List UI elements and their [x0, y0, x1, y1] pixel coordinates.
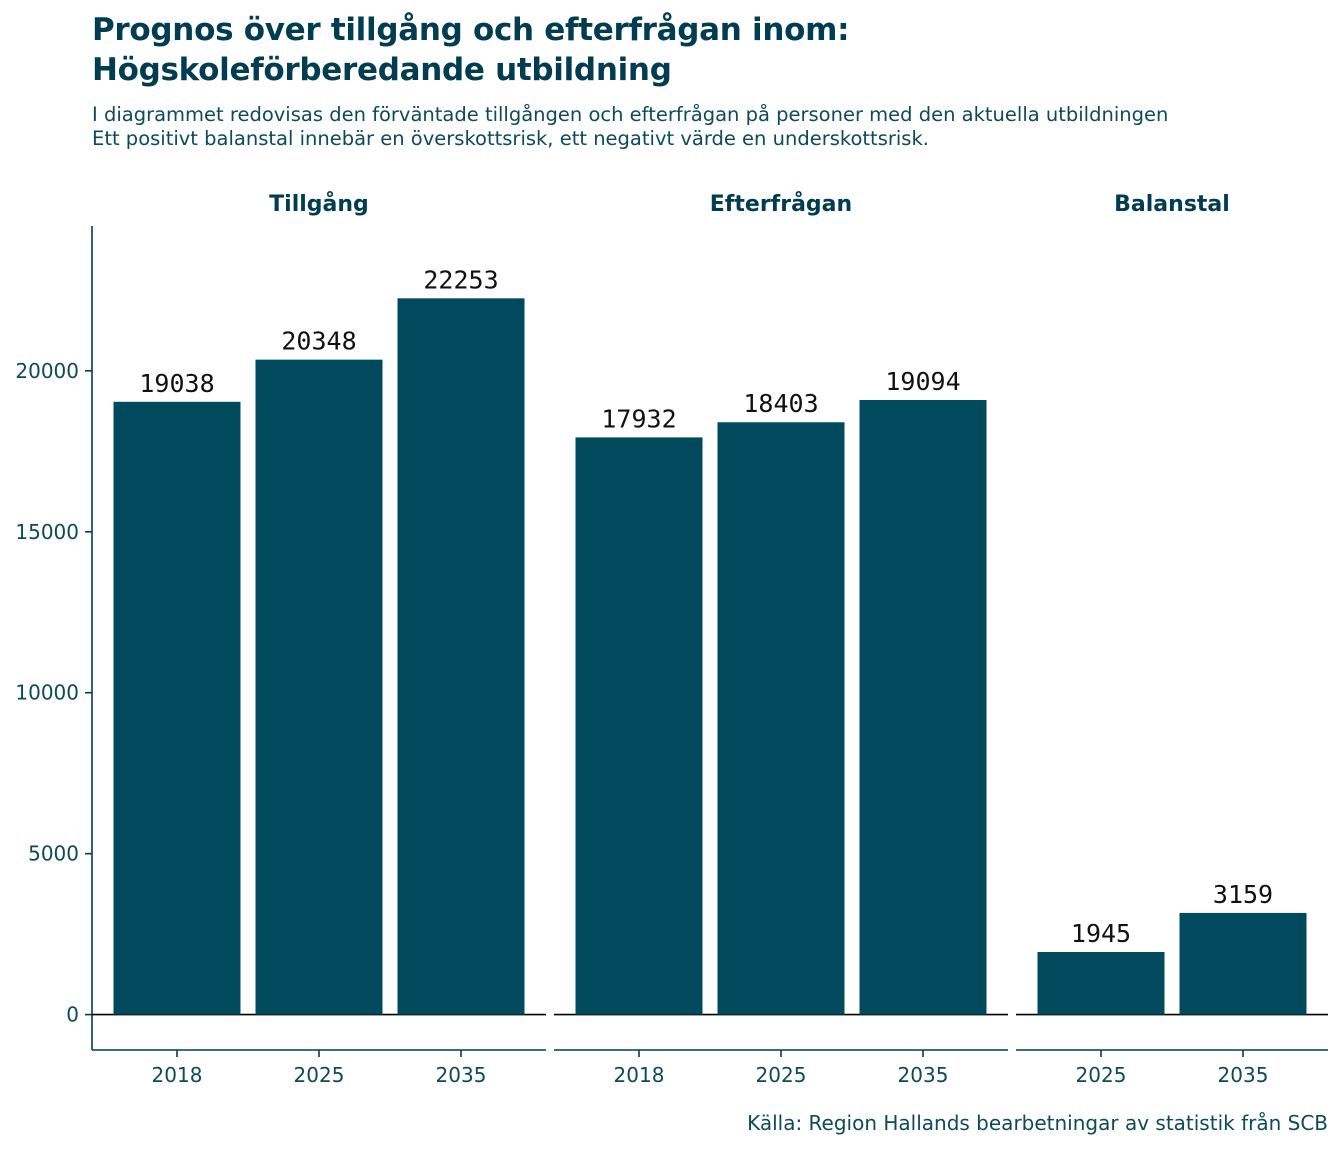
x-tick-label: 2018	[152, 1063, 203, 1087]
y-tick-label: 5000	[28, 842, 79, 866]
x-tick-label: 2035	[1218, 1063, 1269, 1087]
chart-title-line2: Högskoleförberedande utbildning	[92, 52, 672, 88]
x-tick-label: 2025	[1076, 1063, 1127, 1087]
bar	[717, 422, 845, 1015]
x-tick-label: 2025	[756, 1063, 807, 1087]
chart-title: Prognos över tillgång och efterfrågan in…	[92, 10, 850, 90]
data-label: 20348	[281, 327, 356, 356]
data-label: 19094	[885, 367, 960, 396]
bar	[397, 298, 525, 1015]
data-label: 22253	[423, 265, 498, 294]
chart-caption: Källa: Region Hallands bearbetningar av …	[747, 1111, 1328, 1135]
facet-label: Efterfrågan	[710, 191, 852, 217]
data-label: 3159	[1213, 880, 1273, 909]
x-tick-label: 2025	[294, 1063, 345, 1087]
bar	[859, 400, 987, 1015]
bar	[113, 401, 241, 1015]
x-tick-label: 2035	[898, 1063, 949, 1087]
bar	[1037, 951, 1165, 1015]
y-tick-label: 15000	[15, 520, 79, 544]
facet-label: Balanstal	[1114, 192, 1230, 217]
bar	[575, 437, 703, 1015]
data-label: 19038	[139, 369, 214, 398]
chart-subtitle: I diagrammet redovisas den förväntade ti…	[92, 103, 1168, 151]
data-label: 17932	[601, 404, 676, 433]
y-tick-label: 20000	[15, 359, 79, 383]
y-tick-label: 0	[66, 1003, 79, 1027]
x-tick-label: 2018	[614, 1063, 665, 1087]
chart-title-line1: Prognos över tillgång och efterfrågan in…	[92, 12, 850, 48]
chart-subtitle-line2: Ett positivt balanstal innebär en översk…	[92, 127, 929, 150]
bar	[1179, 912, 1307, 1015]
chart-subtitle-line1: I diagrammet redovisas den förväntade ti…	[92, 103, 1169, 126]
x-tick-label: 2035	[436, 1063, 487, 1087]
bar	[255, 359, 383, 1015]
y-tick-label: 10000	[15, 681, 79, 705]
data-label: 1945	[1071, 919, 1131, 948]
facet-label: Tillgång	[269, 191, 369, 217]
data-label: 18403	[743, 389, 818, 418]
